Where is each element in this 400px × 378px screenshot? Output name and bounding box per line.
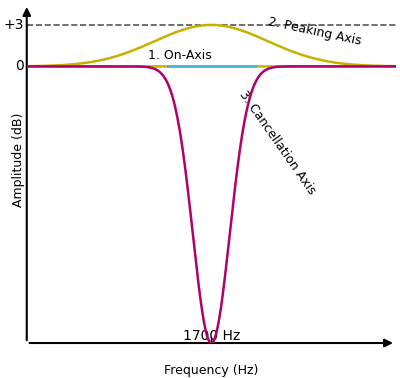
- Text: 1. On-Axis: 1. On-Axis: [148, 48, 212, 62]
- Text: 0: 0: [15, 59, 24, 73]
- Text: Amplitude (dB): Amplitude (dB): [12, 113, 25, 207]
- Text: Frequency (Hz): Frequency (Hz): [164, 364, 258, 377]
- Text: 3. Cancellation Axis: 3. Cancellation Axis: [236, 88, 318, 197]
- Text: 1700 Hz: 1700 Hz: [183, 329, 240, 343]
- Text: 2. Peaking Axis: 2. Peaking Axis: [267, 15, 362, 47]
- Text: +3: +3: [4, 18, 24, 32]
